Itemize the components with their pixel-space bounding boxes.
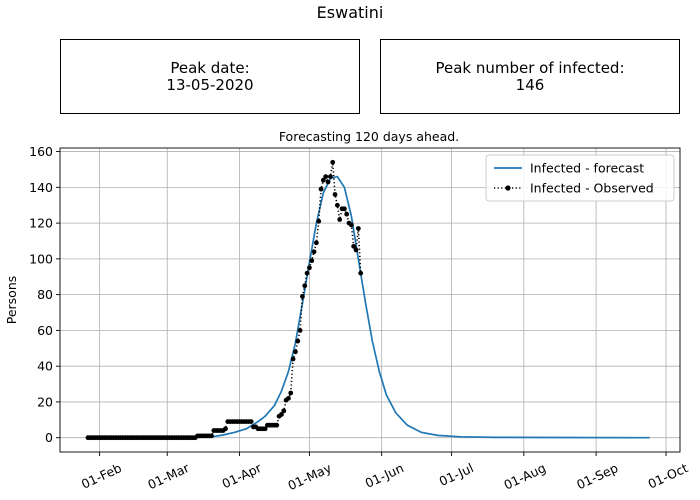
observed-point [274, 422, 280, 428]
y-tick-label: 20 [37, 394, 53, 409]
figure-title: Eswatini [316, 3, 384, 22]
grid-lines [60, 148, 680, 452]
legend: Infected - forecast Infected - Observed [485, 154, 675, 202]
peak-date-label: Peak date: [170, 58, 250, 77]
y-tick-label: 0 [45, 430, 53, 445]
x-tick-label: 01-Apr [220, 460, 265, 492]
y-tick-label: 160 [29, 144, 53, 159]
observed-point [304, 270, 310, 276]
x-tick-label: 01-Jul [437, 460, 476, 489]
observed-point [295, 338, 301, 344]
peak-infected-box: Peak number of infected: 146 [380, 39, 680, 114]
chart-title: Forecasting 120 days ahead. [279, 129, 459, 144]
legend-marker [505, 185, 511, 191]
peak-infected-value: 146 [515, 75, 545, 94]
observed-point [209, 433, 214, 439]
observed-point [337, 217, 343, 222]
observed-point [318, 186, 324, 192]
y-tick-label: 100 [29, 251, 53, 266]
observed-point [293, 349, 298, 355]
observed-point [332, 192, 338, 197]
y-tick-label: 120 [29, 216, 53, 231]
legend-box [485, 154, 675, 202]
observed-point [262, 426, 268, 432]
series-line-2 [87, 162, 362, 439]
series-line-1 [188, 175, 650, 439]
peak-date-value: 13-05-2020 [166, 75, 254, 94]
y-tick-label: 40 [37, 359, 53, 374]
y-tick-label: 60 [37, 323, 53, 338]
observed-point [279, 412, 284, 417]
observed-point [330, 159, 336, 165]
x-tick-label: 01-May [285, 460, 334, 493]
observed-point [351, 243, 357, 249]
peak-infected-label: Peak number of infected: [435, 58, 625, 77]
legend-label-1: Infected - forecast [530, 161, 644, 176]
observed-point [248, 419, 254, 424]
x-tick-label: 01-Aug [501, 460, 548, 492]
x-tick-label: 01-Sep [574, 460, 620, 492]
observed-point [309, 258, 315, 264]
observed-point [300, 294, 305, 299]
observed-point [327, 174, 333, 180]
legend-label-2: Infected - Observed [530, 181, 654, 196]
observed-point [297, 328, 303, 333]
observed-point [316, 218, 322, 224]
observed-point [348, 222, 354, 228]
observed-point [353, 247, 359, 253]
observed-point [286, 395, 291, 401]
observed-point [223, 426, 228, 432]
observed-point [334, 202, 340, 208]
x-tick-label: 01-Oct [646, 460, 691, 492]
y-axis-label: Persons [4, 276, 19, 325]
observed-point [302, 283, 308, 289]
y-tick-label: 80 [37, 287, 53, 302]
observed-point [313, 240, 319, 246]
observed-point [358, 270, 364, 276]
observed-point [288, 390, 294, 396]
observed-point [307, 265, 312, 271]
x-tick-label: 01-Mar [145, 460, 192, 493]
x-tick-label: 01-Jun [363, 460, 406, 491]
series-layer [85, 159, 650, 441]
observed-point [311, 249, 317, 255]
peak-date-box: Peak date: 13-05-2020 [60, 39, 360, 114]
plot-frame [59, 147, 681, 453]
observed-point [290, 356, 296, 362]
observed-point [344, 211, 350, 217]
observed-point [320, 177, 326, 183]
observed-point [323, 174, 329, 180]
x-tick-label: 01-Feb [79, 460, 124, 492]
y-tick-label: 140 [29, 180, 53, 195]
observed-point [341, 206, 347, 212]
observed-point [325, 179, 331, 185]
observed-point [355, 226, 361, 231]
observed-point [281, 408, 287, 414]
